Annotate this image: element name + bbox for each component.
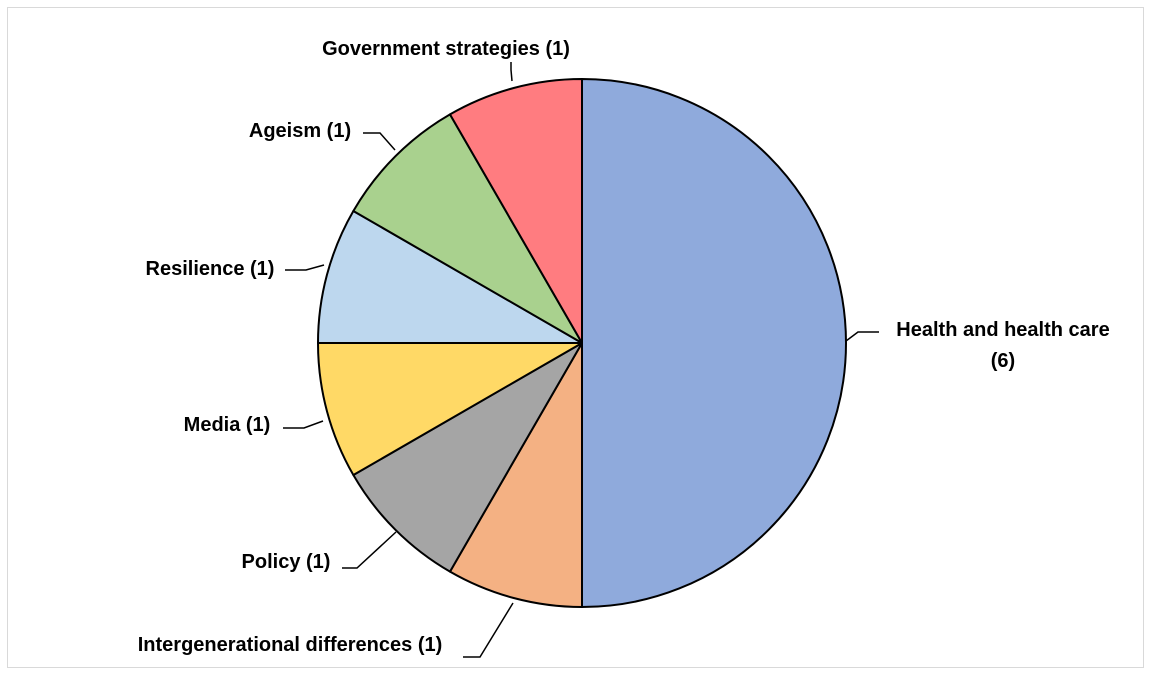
pie-slice-resilience [317,210,583,344]
leader-line-intergenerational-differences [463,602,514,658]
data-label-ageism: Ageism (1) [249,120,351,142]
data-label-media: Media (1) [184,414,271,436]
leader-lines-layer [283,62,879,658]
leader-line-ageism [363,132,396,151]
leader-line-government-strategies [510,62,513,82]
data-label-line: Health and health care [896,319,1109,341]
leader-line-health-and-health-care [845,331,879,342]
data-label-resilience: Resilience (1) [146,258,275,280]
leader-line-resilience [285,264,325,271]
leader-line-media [283,420,324,429]
data-label-line: Government strategies (1) [322,38,570,60]
data-labels-layer: Health and health care (6) Intergeneration… [138,38,1110,656]
pie-slice-health-and-health-care [581,78,847,608]
pie-slice-media [317,342,583,476]
data-label-line: Ageism (1) [249,120,351,142]
data-label-line: Policy (1) [242,551,331,573]
data-label-line: Resilience (1) [146,258,275,280]
pie-slice-policy [352,342,583,573]
data-label-line: (6) [991,350,1015,372]
data-label-policy: Policy (1) [242,551,331,573]
leader-line-policy [342,531,397,569]
data-label-health-and-health-care: Health and health care (6) [896,319,1109,372]
data-label-intergenerational-differences: Intergenerational differences (1) [138,634,443,656]
pie-slice-ageism [352,113,583,344]
data-label-government-strategies: Government strategies (1) [322,38,570,60]
data-label-line: Media (1) [184,414,271,436]
pie-slice-intergenerational-differences [449,342,583,608]
slices-layer [317,78,847,608]
data-label-line: Intergenerational differences (1) [138,634,443,656]
pie-slice-government-strategies [449,78,583,344]
